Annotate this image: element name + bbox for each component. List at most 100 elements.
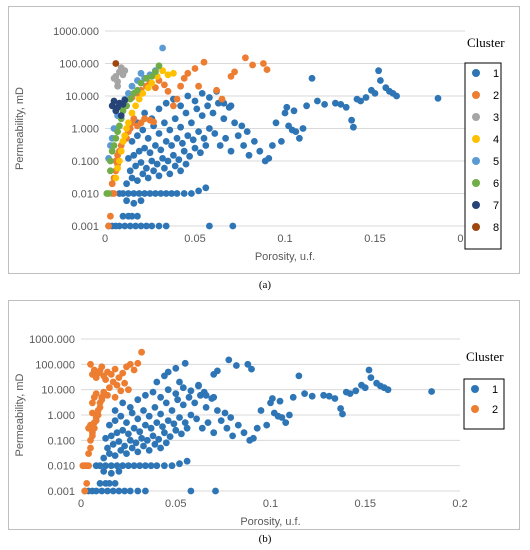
data-point-cluster-1 bbox=[211, 130, 219, 137]
data-point-cluster-1 bbox=[148, 222, 156, 230]
y-tick-label: 1000.000 bbox=[29, 334, 75, 346]
x-tick-label: 0.15 bbox=[364, 233, 385, 245]
data-point-cluster-1 bbox=[134, 396, 142, 404]
data-point-cluster-1 bbox=[162, 190, 170, 197]
data-point-cluster-1 bbox=[257, 407, 265, 414]
data-point-cluster-1 bbox=[102, 434, 109, 442]
data-point-cluster-1 bbox=[161, 462, 168, 470]
data-point-cluster-5 bbox=[128, 82, 136, 90]
legend-marker-cluster-5 bbox=[472, 157, 480, 165]
data-point-cluster-1 bbox=[100, 467, 108, 475]
legend-label-cluster-2: 2 bbox=[493, 90, 499, 102]
x-tick-label: 0.05 bbox=[165, 498, 186, 510]
data-point-cluster-2 bbox=[110, 190, 118, 197]
data-point-cluster-1 bbox=[278, 414, 286, 421]
data-point-cluster-1 bbox=[229, 222, 237, 230]
data-point-cluster-1 bbox=[320, 391, 327, 399]
data-point-cluster-1 bbox=[263, 421, 271, 429]
data-point-cluster-1 bbox=[182, 160, 190, 168]
legend-label-cluster-5: 5 bbox=[493, 156, 499, 168]
data-point-cluster-6 bbox=[116, 122, 123, 130]
data-point-cluster-4 bbox=[139, 90, 147, 97]
data-point-cluster-2 bbox=[263, 66, 271, 73]
data-point-cluster-1 bbox=[125, 155, 132, 162]
data-point-cluster-1 bbox=[308, 74, 316, 82]
data-point-cluster-2 bbox=[126, 360, 134, 368]
x-tick-label: 0.1 bbox=[263, 498, 278, 510]
data-point-cluster-1 bbox=[128, 138, 136, 145]
data-point-cluster-4 bbox=[123, 125, 130, 132]
data-point-cluster-1 bbox=[145, 447, 153, 454]
data-point-cluster-1 bbox=[173, 190, 181, 197]
data-point-cluster-1 bbox=[272, 119, 280, 127]
data-point-cluster-1 bbox=[153, 160, 161, 168]
legend-marker-cluster-2 bbox=[472, 91, 480, 99]
data-point-cluster-2 bbox=[111, 365, 119, 373]
data-point-cluster-2 bbox=[107, 371, 115, 378]
data-point-cluster-1 bbox=[220, 115, 228, 123]
data-point-cluster-1 bbox=[191, 144, 199, 152]
data-point-cluster-1 bbox=[295, 372, 303, 380]
data-point-cluster-1 bbox=[134, 212, 141, 220]
data-point-cluster-1 bbox=[346, 390, 354, 397]
data-point-cluster-1 bbox=[180, 147, 188, 155]
y-tick-label: 1000.000 bbox=[53, 26, 99, 38]
legend-label-cluster-2: 2 bbox=[492, 404, 498, 416]
data-point-cluster-1 bbox=[117, 412, 125, 420]
data-point-cluster-1 bbox=[210, 429, 218, 437]
data-point-cluster-2 bbox=[184, 69, 192, 77]
data-point-cluster-1 bbox=[428, 388, 435, 395]
data-point-cluster-1 bbox=[178, 430, 185, 438]
data-point-cluster-4 bbox=[116, 157, 123, 165]
data-point-cluster-1 bbox=[106, 450, 113, 457]
plot-area bbox=[79, 348, 435, 495]
data-point-cluster-1 bbox=[191, 399, 199, 407]
data-point-cluster-1 bbox=[132, 439, 140, 447]
data-point-cluster-4 bbox=[148, 79, 156, 87]
data-point-cluster-6 bbox=[134, 86, 141, 94]
scatter-chart-b: 0.001 0.010 0.100 1.000 10.000 100.000 1000.00… bbox=[14, 334, 505, 528]
data-point-cluster-1 bbox=[161, 429, 168, 437]
data-point-cluster-4 bbox=[114, 164, 121, 172]
data-point-cluster-1 bbox=[173, 134, 181, 142]
data-point-cluster-1 bbox=[292, 128, 300, 135]
legend-label-cluster-4: 4 bbox=[493, 134, 499, 146]
data-point-cluster-2 bbox=[87, 444, 94, 452]
data-point-cluster-1 bbox=[202, 142, 210, 149]
data-point-cluster-1 bbox=[153, 462, 161, 470]
data-point-cluster-1 bbox=[216, 142, 224, 149]
legend-title: Cluster bbox=[467, 35, 505, 50]
data-point-cluster-1 bbox=[119, 190, 127, 197]
data-point-cluster-2 bbox=[231, 68, 239, 76]
legend-marker-cluster-8 bbox=[472, 223, 480, 231]
data-point-cluster-1 bbox=[171, 162, 179, 170]
caption-a: (a) bbox=[258, 279, 272, 291]
data-point-cluster-1 bbox=[96, 462, 104, 470]
data-point-cluster-2 bbox=[177, 82, 185, 90]
data-point-cluster-1 bbox=[130, 151, 138, 159]
data-point-cluster-1 bbox=[161, 119, 168, 127]
data-point-cluster-2 bbox=[106, 384, 113, 392]
data-point-cluster-1 bbox=[138, 434, 146, 442]
x-tick-label: 0.05 bbox=[184, 233, 205, 245]
data-point-cluster-1 bbox=[98, 487, 106, 495]
data-point-cluster-1 bbox=[111, 480, 119, 487]
data-point-cluster-1 bbox=[135, 147, 143, 155]
data-point-cluster-2 bbox=[121, 379, 128, 387]
data-point-cluster-2 bbox=[89, 399, 96, 407]
data-point-cluster-1 bbox=[139, 170, 147, 178]
data-point-cluster-2 bbox=[113, 381, 121, 389]
scatter-chart-a: 0.001 0.010 0.100 1.000 10.000 100.000 1000.00… bbox=[14, 26, 505, 263]
data-point-cluster-6 bbox=[137, 79, 145, 87]
data-point-cluster-4 bbox=[119, 138, 127, 145]
data-point-cluster-2 bbox=[119, 369, 127, 377]
data-point-cluster-1 bbox=[365, 366, 373, 374]
x-tick-label: 0.2 bbox=[452, 498, 467, 510]
data-point-cluster-1 bbox=[152, 142, 159, 149]
legend-marker-cluster-2 bbox=[471, 405, 479, 413]
data-point-cluster-1 bbox=[107, 462, 115, 470]
data-point-cluster-4 bbox=[125, 119, 132, 127]
data-point-cluster-1 bbox=[119, 426, 127, 434]
data-point-cluster-1 bbox=[193, 415, 201, 423]
data-point-cluster-1 bbox=[155, 222, 163, 230]
